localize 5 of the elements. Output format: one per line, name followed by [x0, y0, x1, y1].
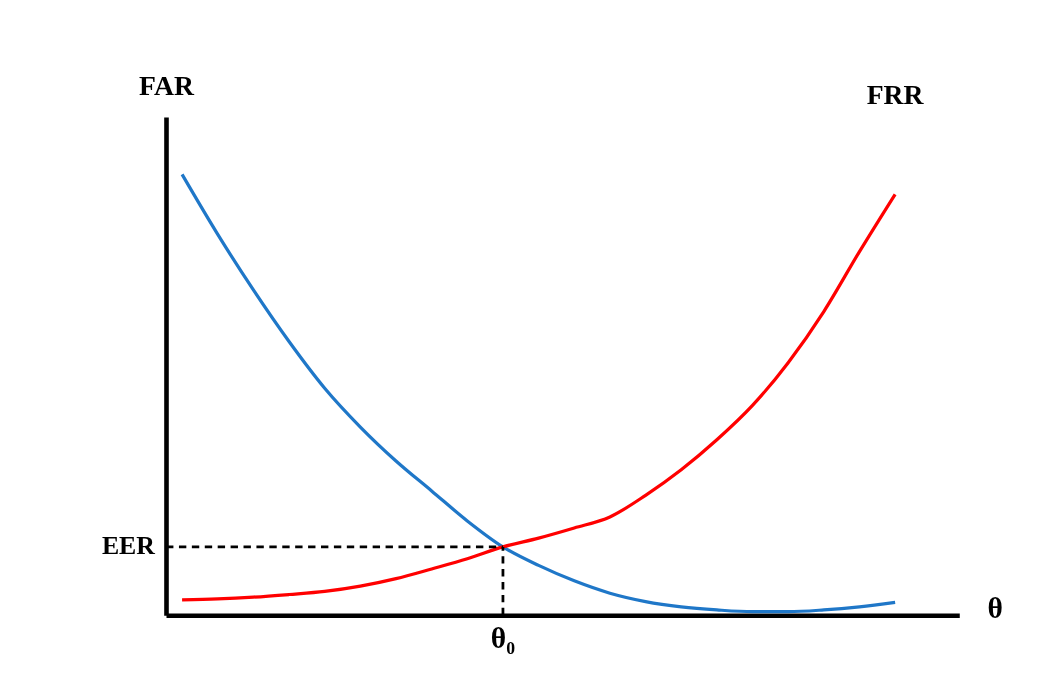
text: θ₀	[490, 621, 516, 654]
x-axis-title: θ	[987, 592, 1003, 625]
y-axis-title: FAR	[139, 70, 195, 102]
text: FRR	[866, 79, 925, 111]
ref-line-label: EER	[101, 531, 156, 561]
